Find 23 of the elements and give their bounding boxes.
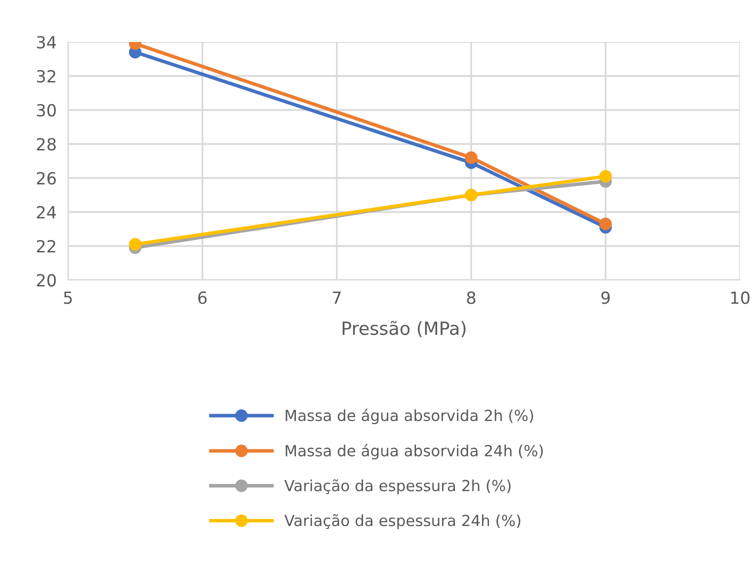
- legend-label: Massa de água absorvida 2h (%): [286, 408, 534, 424]
- point: [128, 238, 142, 251]
- x-tick-label: 10: [731, 291, 750, 304]
- point: [464, 151, 478, 164]
- y-tick-label: 24: [36, 206, 56, 218]
- x-tick-label: 7: [332, 292, 341, 304]
- point: [599, 170, 612, 183]
- x-tick-label: 8: [467, 291, 476, 304]
- x-tick-label: 5: [64, 292, 72, 304]
- y-tick-label: 26: [36, 172, 56, 185]
- x-tick-label: 9: [601, 291, 610, 304]
- y-tick-label: 22: [36, 240, 56, 252]
- y-tick-label: 20: [36, 274, 56, 287]
- point: [599, 218, 612, 230]
- x-tick-label: 6: [198, 291, 207, 304]
- legend-label: Massa de água absorvida 24h (%): [286, 444, 543, 460]
- x-axis-title: Pressão (MPa): [342, 320, 466, 338]
- y-tick-label: 30: [36, 104, 56, 117]
- y-tick-label: 32: [36, 70, 56, 83]
- y-tick-label: 34: [36, 36, 56, 49]
- legend-label: Variação da espessura 24h (%): [284, 514, 520, 530]
- y-tick-label: 28: [36, 138, 56, 151]
- legend-label: Variação da espessura 2h (%): [284, 479, 511, 494]
